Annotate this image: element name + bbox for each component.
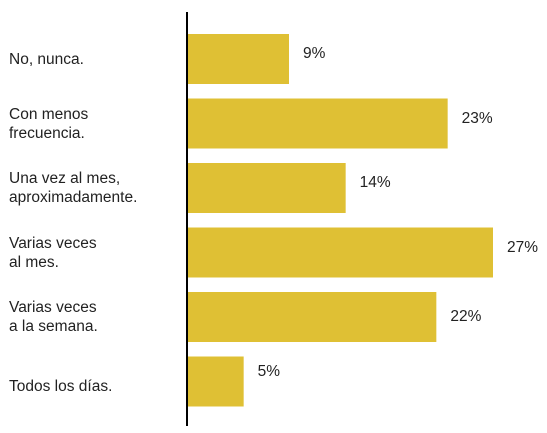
category-label-4: Varias veces a la semana.: [9, 299, 98, 335]
category-label-5: Todos los días.: [9, 378, 113, 395]
bar-0: [187, 34, 289, 84]
value-label-0: 9%: [303, 45, 326, 62]
bar-4: [187, 292, 437, 342]
bar-1: [187, 98, 448, 149]
value-label-5: 5%: [257, 362, 281, 380]
category-label-0: No, nunca.: [9, 50, 84, 68]
bar-3: [187, 227, 493, 278]
category-label-1: Con menos frecuencia.: [9, 105, 89, 142]
value-label-4: 22%: [450, 308, 482, 325]
bar-5: [187, 356, 244, 407]
value-label-3: 27%: [507, 238, 539, 256]
category-label-2: Una vez al mes, aproximadamente.: [9, 170, 138, 206]
value-label-2: 14%: [359, 174, 391, 191]
value-label-1: 23%: [461, 109, 493, 127]
category-label-3: Varias veces al mes.: [9, 234, 97, 271]
bar-2: [187, 163, 346, 213]
